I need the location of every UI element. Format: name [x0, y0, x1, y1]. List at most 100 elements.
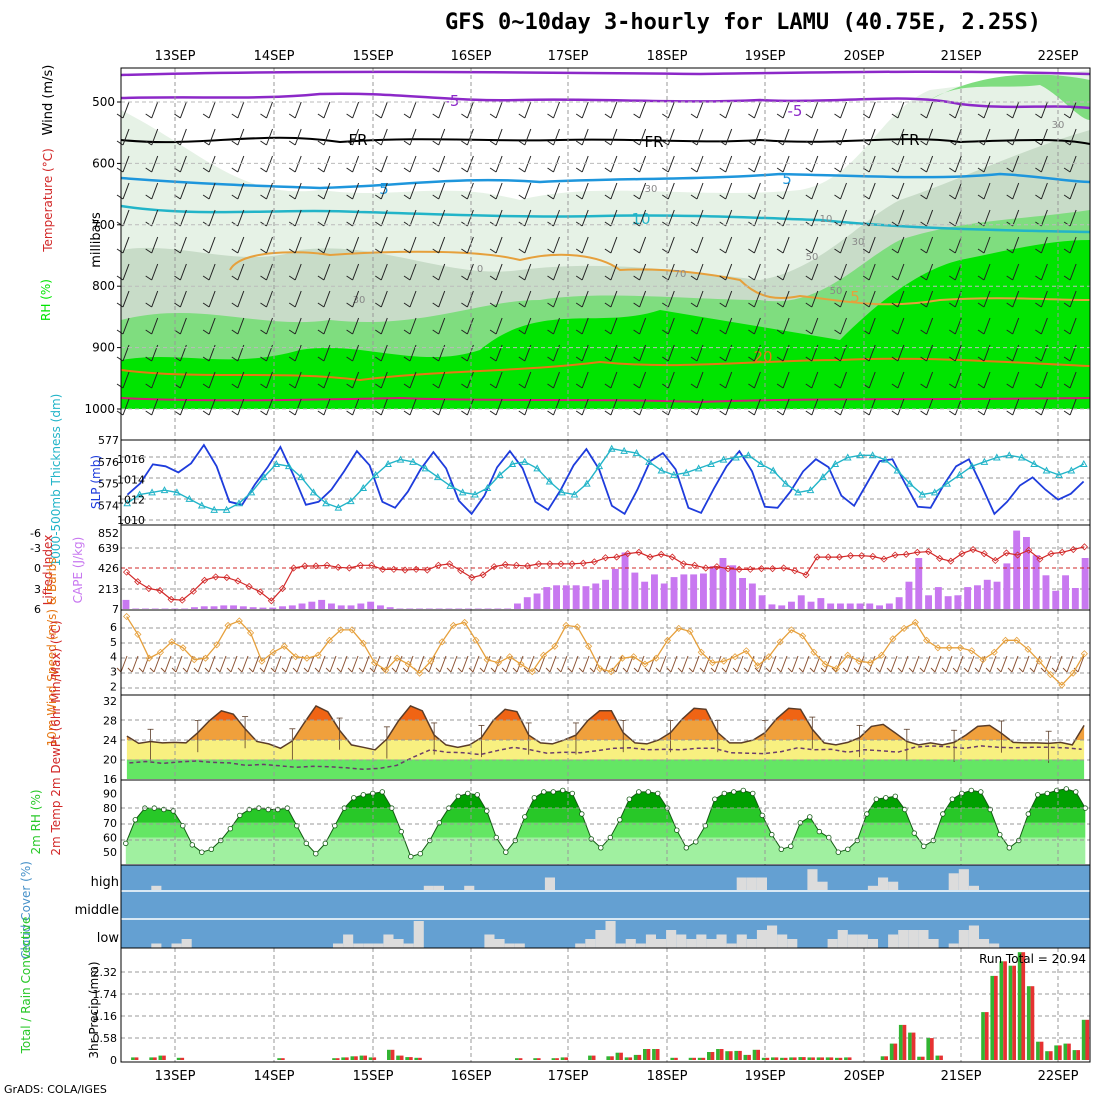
wind-barb-flag — [260, 113, 267, 119]
wind-barb — [954, 398, 962, 416]
wind-barb-flag — [662, 356, 669, 362]
wind-barb — [926, 209, 934, 227]
lifted-marker — [345, 564, 353, 572]
date-label-top: 14SEP — [254, 49, 295, 64]
date-label-bottom: 20SEP — [844, 1069, 885, 1084]
wind-barb — [438, 398, 446, 416]
lifted-marker — [457, 567, 465, 575]
wind-speed-marker — [754, 662, 762, 670]
thickness-marker — [682, 468, 691, 476]
rh-marker — [702, 823, 708, 829]
contour-label: 10 — [820, 214, 833, 225]
precip-convective-bar — [354, 1056, 358, 1060]
lifted-marker — [379, 565, 387, 573]
wind-barb-flag — [891, 194, 899, 200]
rh-region-upper — [930, 74, 1090, 120]
wind-barb-flag — [920, 248, 927, 254]
wind-barb-flag — [145, 410, 152, 416]
wind-barb — [610, 290, 618, 308]
precip-convective-bar — [1003, 961, 1007, 1060]
lifted-marker — [724, 565, 732, 573]
cape-bar — [651, 574, 658, 609]
wind-barb-flag — [547, 248, 554, 254]
cape-bar — [200, 606, 208, 609]
wind-barb — [811, 398, 819, 416]
rh-marker — [750, 790, 756, 797]
cloud-bar — [857, 934, 868, 948]
wind-barb — [811, 263, 819, 281]
surface-barb — [549, 655, 557, 673]
wind-barb-flag — [317, 383, 325, 389]
lifted-marker — [434, 561, 442, 569]
contour-label: FR — [348, 131, 367, 149]
wind-barb-flag — [949, 329, 956, 335]
wind-barb — [294, 209, 302, 227]
wind-barb-flag — [1063, 410, 1071, 416]
rh-marker — [712, 796, 718, 802]
contour-5 — [120, 172, 1091, 190]
cloud-bar — [746, 877, 757, 890]
lifted-marker — [947, 557, 955, 565]
wind-barb-flag — [317, 194, 325, 200]
precip-convective-bar — [984, 1012, 989, 1060]
wind-speed-marker — [911, 618, 919, 627]
wind-barb — [380, 128, 388, 146]
cape-bar — [553, 585, 560, 609]
surface-barb — [241, 655, 249, 673]
rh-marker — [645, 789, 651, 795]
rh-marker — [921, 843, 927, 849]
wind-barb — [983, 290, 991, 308]
wind-barb — [352, 182, 360, 200]
wind-barb-flag — [690, 356, 698, 362]
surface-barb-flag — [798, 667, 804, 673]
wind-barb-flag — [719, 221, 726, 227]
wind-barb-flag — [604, 383, 612, 389]
rh-marker — [911, 830, 917, 836]
footer-credit: GrADS: COLA/IGES — [4, 1083, 107, 1096]
precip-total-bar — [277, 1058, 281, 1060]
wind-barb-flag — [834, 410, 841, 416]
wind-barb — [438, 155, 446, 173]
wind-barb — [1012, 182, 1020, 200]
wind-barb-flag — [604, 329, 612, 335]
wind-barb-flag — [604, 194, 612, 200]
wind-barb-flag — [1006, 275, 1013, 281]
wind-barb-flag — [202, 356, 210, 362]
wind-barb — [495, 236, 503, 254]
wind-barb — [753, 209, 761, 227]
rh-region-90 — [121, 240, 1090, 409]
lifted-marker — [590, 558, 598, 566]
wind-barb-flag — [1006, 329, 1013, 335]
wind-barb — [266, 398, 273, 416]
thickness-marker — [694, 464, 703, 472]
rh-marker — [1044, 790, 1050, 797]
lifted-marker — [1058, 548, 1066, 556]
cape-bar — [602, 579, 609, 609]
wind-barb-flag — [202, 275, 210, 281]
wind-barb — [323, 128, 331, 146]
thickness-marker — [173, 488, 181, 496]
wind-barb — [151, 236, 159, 254]
wind-barb — [466, 236, 474, 254]
wind-barb-flag — [719, 167, 726, 173]
cape-bar — [122, 599, 130, 609]
cape-bar — [514, 603, 521, 609]
thickness-marker — [533, 464, 542, 472]
wind-barb — [782, 209, 790, 227]
cape-bar — [279, 606, 286, 609]
cape-bar — [876, 605, 883, 609]
lifted-marker — [557, 560, 565, 568]
wind-barb — [495, 263, 503, 281]
surface-barb-flag — [710, 667, 716, 673]
cape-bar — [435, 608, 443, 609]
precip-total-bar — [734, 1050, 739, 1060]
surface-barb-flag — [1040, 667, 1046, 673]
surface-barb-flag — [402, 667, 408, 673]
wind-barb — [438, 317, 446, 335]
wind-barb-flag — [432, 167, 439, 173]
wind-speed-marker — [190, 656, 198, 664]
precip-total-bar — [807, 1057, 812, 1060]
precip-convective-bar — [774, 1057, 779, 1060]
wind-barb-flag — [403, 248, 411, 254]
cape-axis-label: CAPE (J/kg) — [71, 537, 85, 604]
